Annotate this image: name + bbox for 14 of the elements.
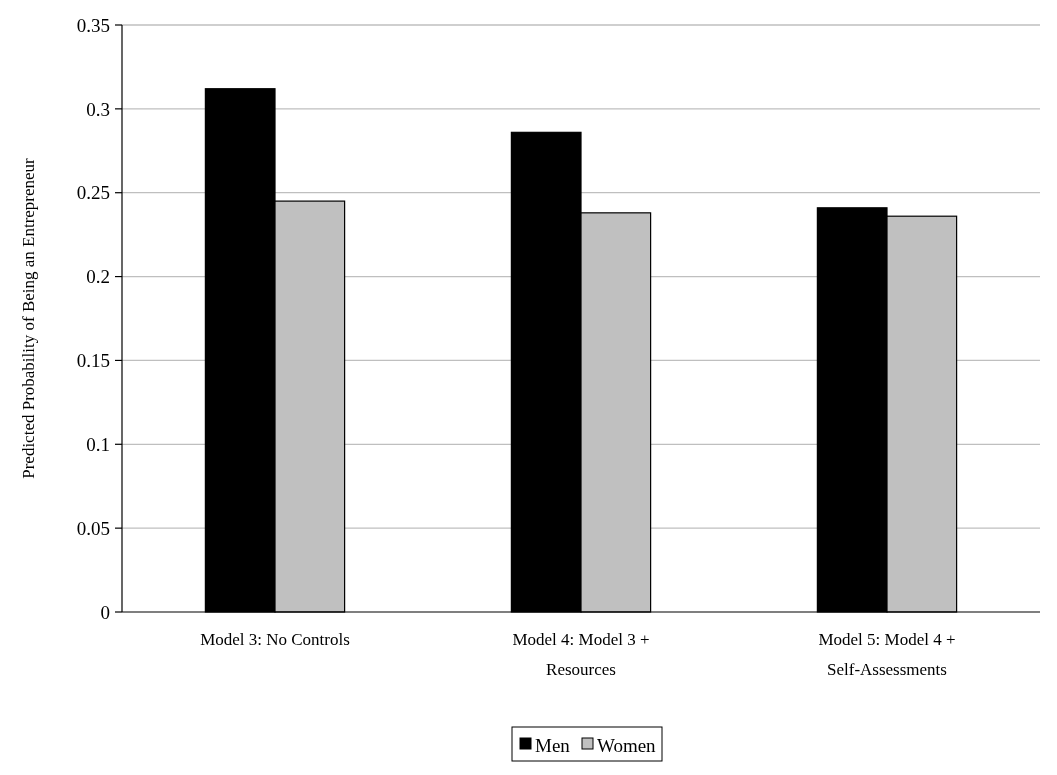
y-tick-label: 0.3 <box>86 98 110 120</box>
y-axis-title: Predicted Probability of Being an Entrepreneur <box>19 157 38 479</box>
y-tick-label: 0.05 <box>76 517 110 539</box>
x-tick-label: Model 5: Model 4 + Self-Assessments <box>818 630 956 679</box>
y-tick-label: 0 <box>100 601 110 623</box>
y-tick-label: 0.25 <box>76 182 110 204</box>
y-tick-label: 0.2 <box>86 266 110 288</box>
y-tick-label: 0.15 <box>76 350 110 372</box>
legend-label: Men <box>535 734 571 756</box>
legend-label: Women <box>597 734 657 756</box>
y-tick-label: 0.1 <box>86 433 110 455</box>
x-tick-label: Model 3: No Controls <box>200 630 350 649</box>
x-tick-label: Model 4: Model 3 + Resources <box>512 630 650 679</box>
y-tick-label: 0.35 <box>76 14 110 36</box>
